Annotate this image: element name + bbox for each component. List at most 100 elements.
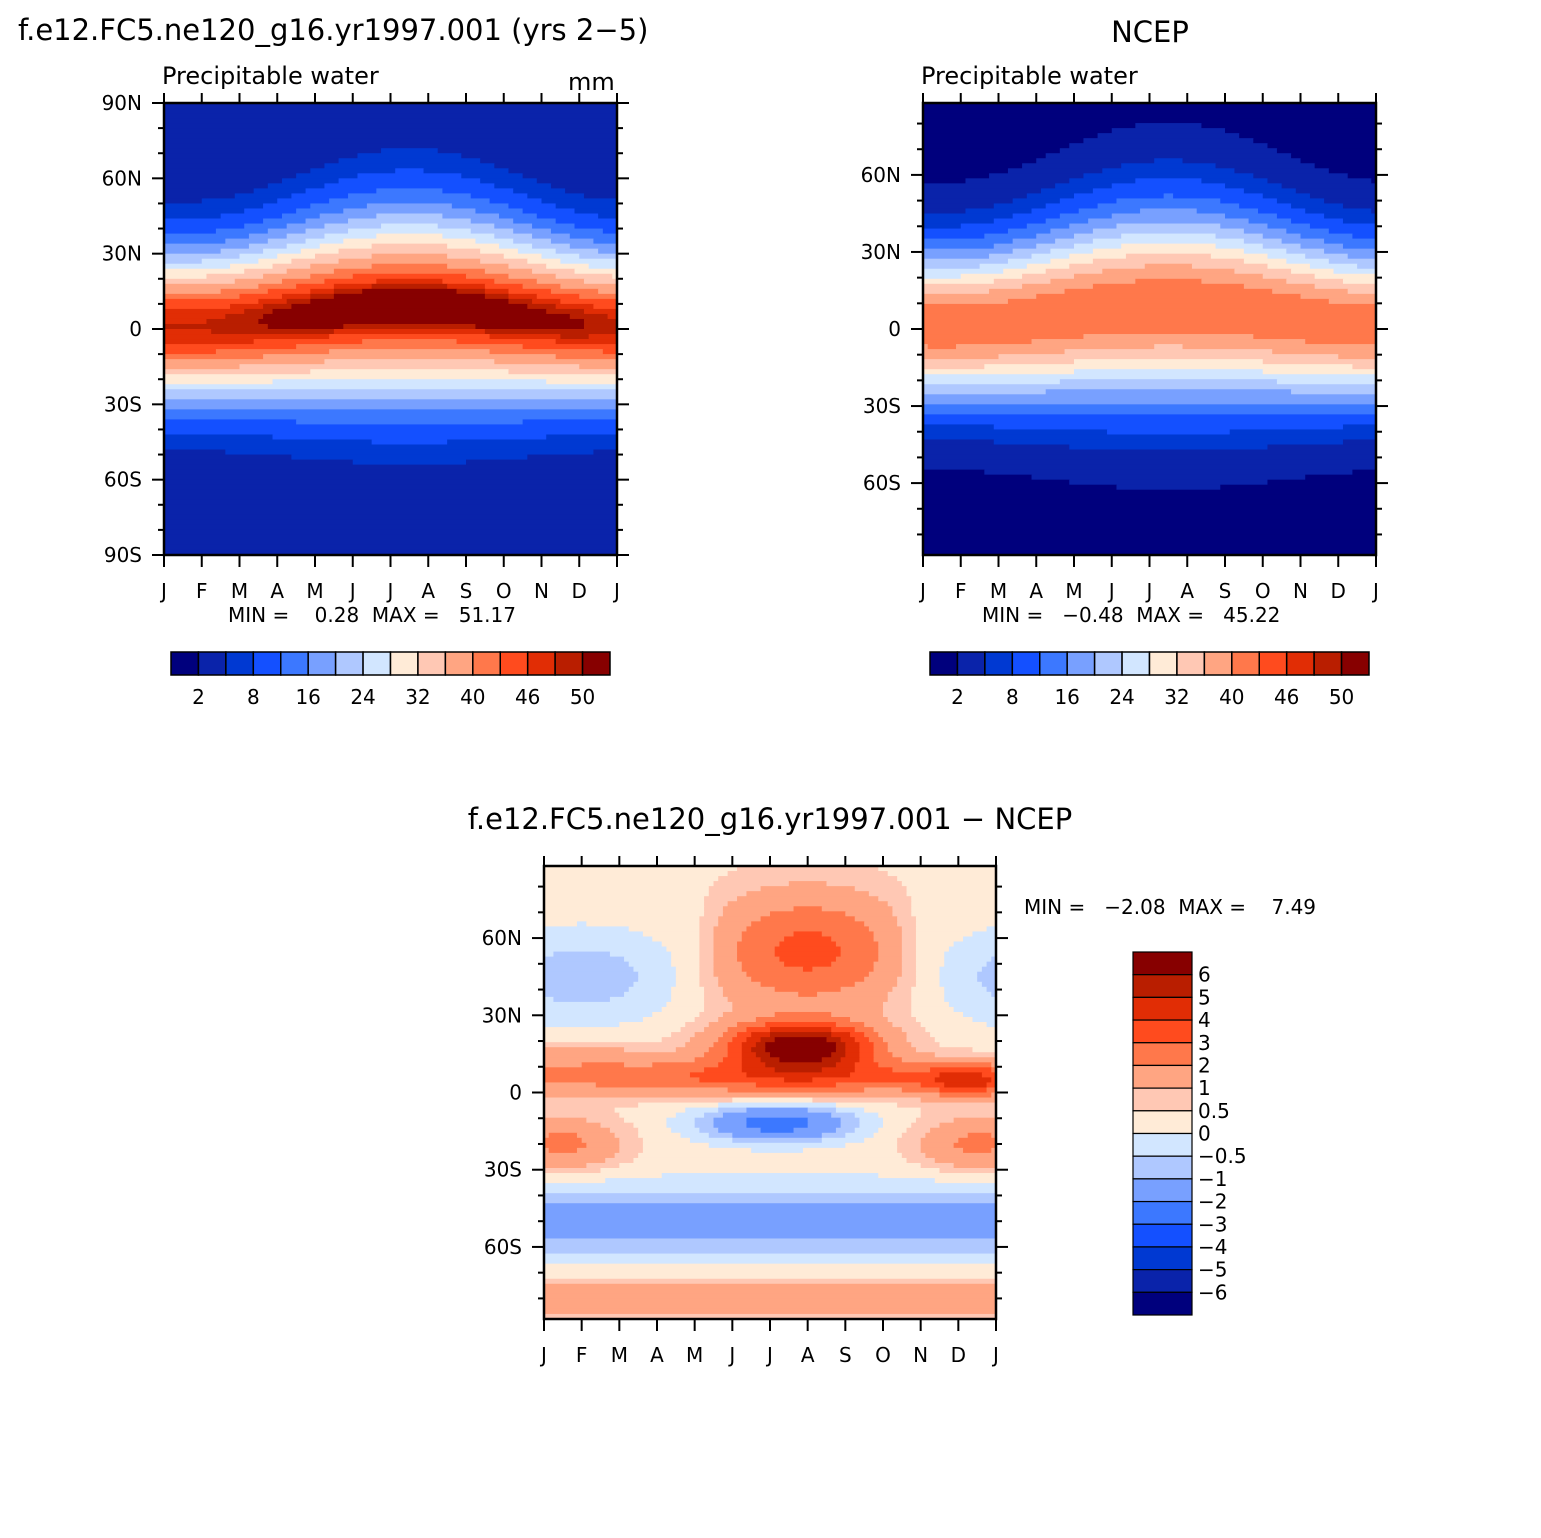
panel-model-min-max: MIN = 0.28 MAX = 51.17 — [228, 603, 516, 627]
contour-cell — [984, 364, 1353, 370]
contour-cell — [873, 966, 903, 973]
contour-cell — [831, 1112, 856, 1119]
contour-cell — [850, 1017, 889, 1023]
contour-cell — [911, 1122, 941, 1129]
contour-cell — [708, 1132, 733, 1139]
contour-cell — [840, 951, 879, 958]
contour-cell — [548, 1132, 578, 1139]
contour-cell — [713, 931, 743, 938]
contour-cell — [704, 901, 729, 907]
contour-cell — [352, 459, 467, 466]
contour-cell — [522, 283, 561, 290]
contour-cell — [206, 273, 264, 280]
contour-cell — [633, 981, 677, 988]
contour-cell — [164, 293, 241, 300]
contour-cell — [544, 1127, 611, 1134]
contour-cell — [821, 1132, 846, 1139]
contour-cell — [737, 946, 776, 953]
colorbar-label: 24 — [1109, 685, 1134, 709]
contour-cell — [755, 1017, 851, 1023]
contour-cell — [868, 891, 908, 897]
contour-cell — [508, 273, 557, 280]
contour-cell — [544, 996, 555, 1003]
contour-cell — [986, 1082, 997, 1089]
contour-cell — [713, 966, 743, 973]
contour-cell — [923, 258, 1009, 265]
contour-cell — [550, 228, 604, 235]
contour-cell — [699, 951, 715, 958]
contour-cell — [1050, 258, 1094, 265]
contour-cell — [609, 996, 672, 1003]
contour-cell — [854, 1027, 875, 1033]
contour-cell — [760, 886, 856, 892]
contour-cell — [774, 951, 842, 958]
contour-cell — [831, 961, 875, 968]
colorbar-swatch — [1132, 1064, 1193, 1089]
contour-cell — [760, 1057, 781, 1063]
panel-ncep-colorbar-labels: 2 8 16 24 32 40 46 50 — [951, 685, 1354, 709]
contour-cell — [915, 1017, 974, 1023]
contour-cell — [923, 208, 967, 215]
contour-cell — [1050, 228, 1094, 235]
contour-cell — [694, 1117, 715, 1124]
colorbar-swatch — [1132, 951, 1193, 976]
contour-cell — [1314, 163, 1377, 169]
contour-cell — [1220, 484, 1377, 491]
contour-cell — [544, 1313, 997, 1320]
contour-cell — [470, 218, 514, 225]
contour-cell — [642, 1137, 691, 1144]
contour-cell — [544, 936, 653, 943]
colorbar-label: 1 — [1198, 1076, 1211, 1100]
contour-cell — [576, 921, 587, 927]
contour-cell — [826, 881, 903, 887]
contour-cell — [319, 243, 373, 250]
colorbar-swatch — [197, 651, 227, 676]
contour-cell — [958, 1137, 997, 1144]
month-label: S — [460, 579, 473, 603]
contour-cell — [164, 108, 618, 114]
contour-cell — [593, 303, 618, 310]
contour-cell — [883, 1117, 917, 1124]
contour-cell — [923, 409, 1377, 415]
contour-cell — [944, 986, 988, 993]
contour-cell — [948, 1001, 997, 1008]
contour-cell — [1220, 223, 1269, 230]
colorbar-swatch — [1132, 1246, 1193, 1271]
contour-cell — [713, 881, 790, 887]
contour-cell — [923, 414, 1377, 420]
contour-cell — [544, 931, 644, 938]
contour-cell — [993, 203, 1047, 210]
contour-cell — [1286, 258, 1330, 265]
contour-cell — [638, 1132, 682, 1139]
contour-cell — [915, 956, 945, 963]
contour-cell — [661, 1037, 691, 1043]
month-label: J — [991, 1343, 999, 1367]
contour-cell — [494, 183, 552, 189]
contour-cell — [544, 946, 668, 953]
contour-cell — [544, 886, 710, 892]
contour-cell — [164, 549, 618, 556]
contour-cell — [1234, 168, 1330, 174]
contour-cell — [817, 991, 889, 998]
contour-cell — [920, 1112, 997, 1119]
contour-cell — [544, 881, 715, 887]
contour-cell — [553, 951, 611, 958]
contour-cell — [600, 1122, 635, 1129]
contour-cell — [923, 218, 995, 225]
contour-cell — [164, 389, 618, 395]
contour-cell — [718, 1017, 757, 1023]
colorbar-swatch — [554, 651, 584, 676]
lat-label: 30N — [482, 1003, 522, 1027]
contour-cell — [447, 439, 618, 446]
contour-cell — [923, 374, 1377, 380]
contour-cell — [923, 459, 1377, 466]
contour-cell — [442, 213, 500, 220]
contour-cell — [527, 258, 561, 265]
contour-cell — [1074, 273, 1264, 280]
contour-cell — [310, 203, 368, 210]
panel-diff-colorbar — [1132, 951, 1193, 1316]
contour-cell — [835, 1042, 846, 1048]
contour-cell — [989, 173, 1085, 179]
contour-cell — [600, 1168, 941, 1174]
contour-cell — [366, 203, 453, 210]
